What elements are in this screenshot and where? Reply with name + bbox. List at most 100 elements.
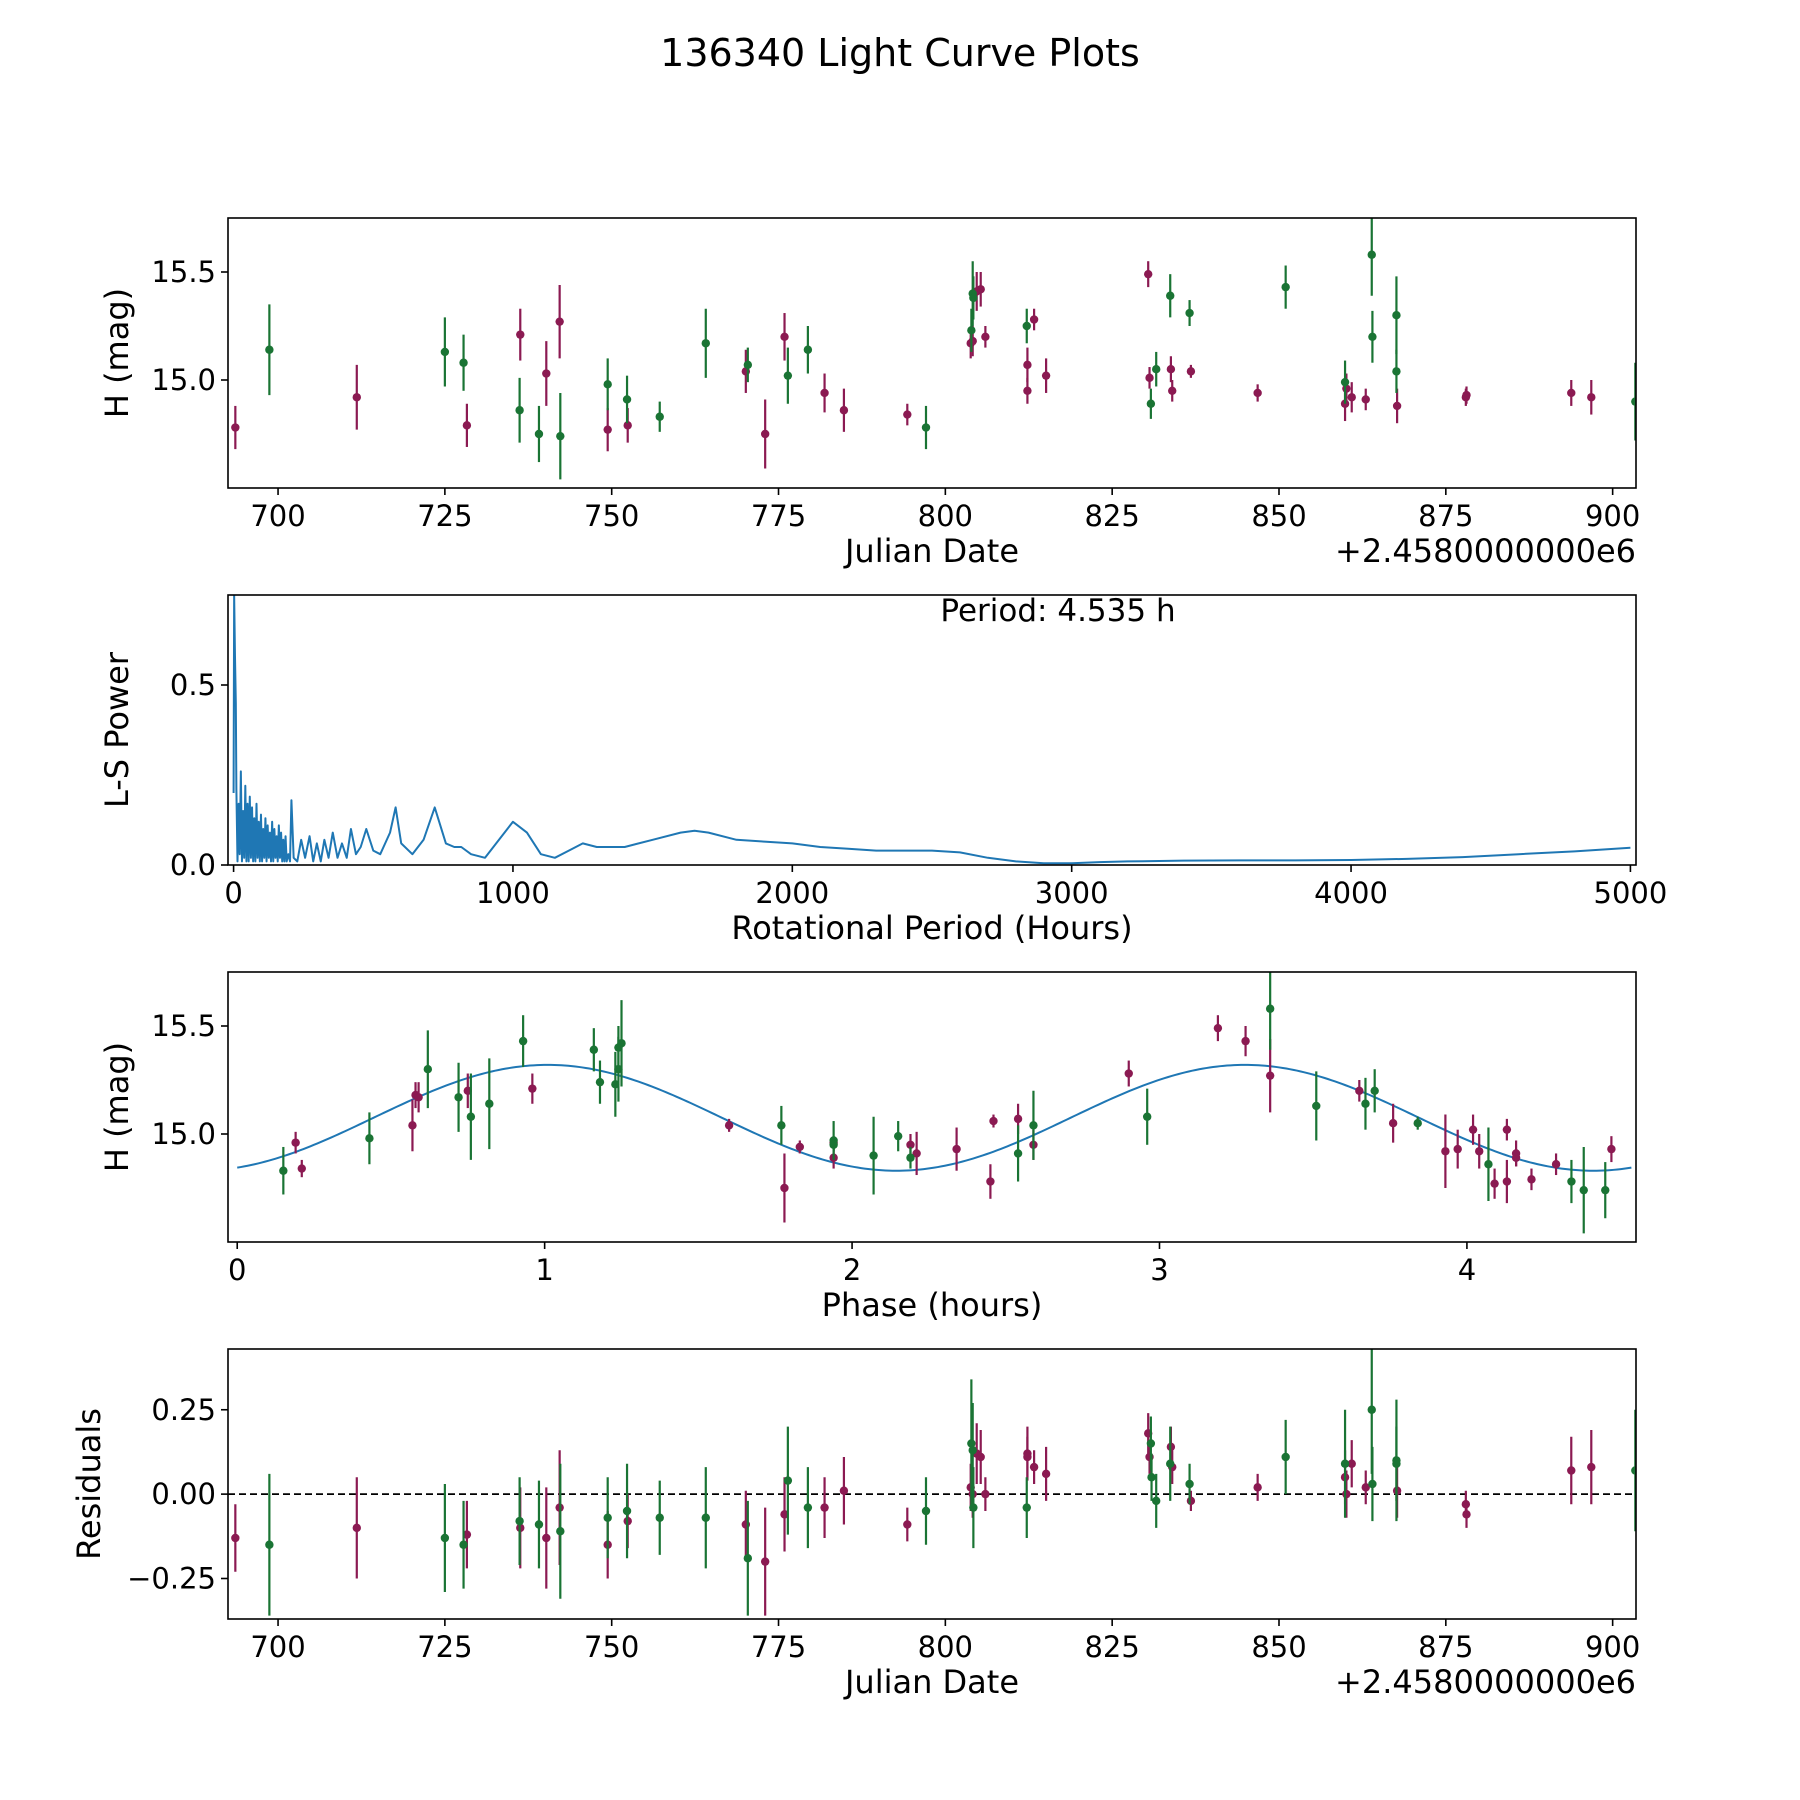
periodogram-plot-area	[232, 595, 1631, 865]
data-point	[1281, 1452, 1290, 1462]
residuals-panel: 700 725 750 775 800 825 850 875 900 −0.25 0.00 0.25…	[70, 1348, 1640, 1701]
data-point	[459, 358, 468, 367]
data-point	[701, 1513, 710, 1522]
data-point	[595, 1077, 605, 1087]
data-point	[1631, 397, 1636, 406]
data-point	[528, 1084, 537, 1093]
data-point	[485, 1099, 494, 1108]
data-point	[1579, 1185, 1588, 1195]
y-tick-label: 15.5	[151, 255, 216, 289]
data-point	[291, 1138, 300, 1147]
x-tick-label: 825	[1084, 499, 1139, 533]
data-point	[265, 345, 274, 354]
data-point	[783, 1476, 793, 1485]
data-point	[1146, 1439, 1156, 1448]
x-tick-label: 2000	[755, 876, 829, 910]
residuals-plot-area	[228, 1349, 1636, 1616]
data-point	[839, 406, 849, 415]
data-point	[976, 285, 985, 294]
x-axis-label: Phase (hours)	[822, 1286, 1043, 1324]
data-point	[534, 429, 544, 439]
data-point	[1213, 1023, 1223, 1033]
data-point	[906, 1140, 915, 1150]
data-point	[1511, 1149, 1521, 1158]
data-point	[760, 429, 770, 439]
x-tick-label: 750	[584, 1630, 639, 1664]
data-point	[743, 360, 753, 370]
data-point	[1607, 1144, 1616, 1154]
x-tick-label: 875	[1418, 499, 1473, 533]
data-point	[967, 326, 976, 335]
data-point	[617, 1039, 626, 1048]
data-point	[622, 1506, 632, 1516]
data-point	[603, 425, 612, 434]
x-axis-label: Julian Date	[843, 1663, 1019, 1701]
data-point	[981, 1489, 990, 1499]
data-point	[518, 1036, 528, 1046]
x-tick-label: 800	[918, 1630, 973, 1664]
data-point	[466, 1112, 476, 1121]
data-point	[1367, 250, 1376, 259]
data-point	[1152, 1496, 1161, 1506]
x-tick-label: 850	[1251, 1630, 1306, 1664]
periodogram-frame	[227, 594, 1637, 866]
data-point	[462, 1530, 472, 1539]
data-point	[969, 1503, 978, 1512]
data-point	[516, 330, 525, 339]
x-tick-label: 700	[250, 1630, 305, 1664]
lightcurve-panel: 700 725 750 775 800 825 850 875 900 15.0 15.5 Julia…	[98, 217, 1640, 570]
data-point	[906, 1153, 915, 1162]
x-tick-label: 4000	[1314, 876, 1388, 910]
data-point	[1388, 1119, 1398, 1128]
data-point	[1022, 321, 1031, 331]
data-point	[542, 1533, 551, 1543]
data-point	[981, 332, 990, 341]
data-point	[515, 406, 524, 415]
data-point	[352, 1523, 361, 1533]
data-point	[829, 1140, 838, 1150]
data-point	[555, 317, 564, 326]
data-point	[903, 410, 912, 419]
x-offset-text: +2.4580000000e6	[1335, 532, 1636, 570]
data-point	[1145, 373, 1154, 383]
data-point	[780, 332, 789, 341]
data-point	[1185, 308, 1194, 318]
x-tick-label: 825	[1084, 1630, 1139, 1664]
phased-plot-area	[237, 972, 1632, 1234]
x-tick-label: 700	[250, 499, 305, 533]
x-offset-text: +2.4580000000e6	[1335, 1663, 1636, 1701]
data-point	[556, 1527, 565, 1536]
data-point	[780, 1510, 789, 1519]
x-tick-label: 1000	[476, 876, 550, 910]
data-point	[803, 345, 813, 354]
data-point	[777, 1121, 786, 1130]
data-point	[414, 1093, 423, 1102]
data-point	[1631, 1466, 1636, 1475]
data-point	[440, 347, 450, 357]
data-point	[1241, 1036, 1250, 1046]
data-point	[976, 1452, 985, 1462]
data-point	[1023, 1452, 1032, 1462]
x-tick-label: 750	[584, 499, 639, 533]
x-tick-label: 725	[417, 499, 472, 533]
x-tick-label: 0	[224, 876, 242, 910]
data-point	[760, 1557, 770, 1566]
x-tick-label: 900	[1585, 1630, 1640, 1664]
y-tick-label: 0.5	[170, 668, 216, 702]
data-point	[365, 1134, 374, 1143]
data-point	[1253, 388, 1262, 398]
y-tick-label: 15.5	[151, 1009, 216, 1043]
y-tick-label: 15.0	[151, 363, 216, 397]
data-point	[1023, 360, 1032, 370]
data-point	[1265, 1071, 1275, 1080]
data-point	[820, 388, 829, 398]
data-point	[1347, 1459, 1356, 1468]
data-point	[1392, 367, 1401, 376]
data-point	[1367, 1405, 1376, 1414]
data-point	[1166, 291, 1175, 300]
data-point	[1587, 393, 1596, 402]
data-point	[986, 1177, 995, 1186]
fit-curve	[237, 1063, 1632, 1172]
data-point	[589, 1045, 599, 1054]
x-tick-label: 5000	[1594, 876, 1668, 910]
